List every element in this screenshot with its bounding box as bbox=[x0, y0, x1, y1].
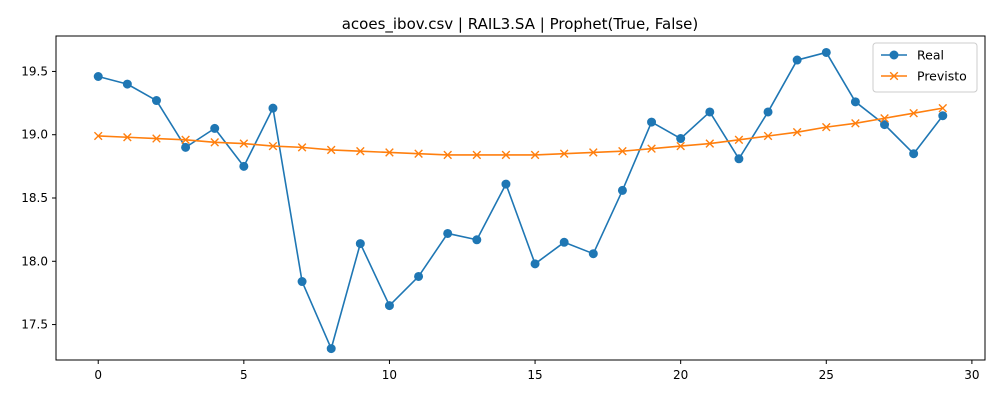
data-point bbox=[734, 154, 744, 164]
data-point bbox=[821, 122, 831, 132]
data-point bbox=[850, 97, 860, 107]
data-point bbox=[792, 55, 802, 65]
data-point bbox=[909, 149, 919, 159]
data-point bbox=[705, 139, 715, 148]
data-point bbox=[501, 150, 511, 160]
x-tick-label: 5 bbox=[240, 368, 248, 382]
x-tick-label: 25 bbox=[819, 368, 834, 382]
x-tick-label: 0 bbox=[94, 368, 102, 382]
data-point bbox=[356, 146, 365, 156]
data-point bbox=[880, 120, 890, 130]
y-tick-label: 18.0 bbox=[21, 254, 48, 268]
data-point bbox=[443, 150, 452, 160]
y-tick-label: 19.5 bbox=[21, 64, 48, 78]
data-point bbox=[763, 131, 773, 141]
plot-area bbox=[93, 47, 948, 354]
data-point bbox=[880, 113, 889, 123]
data-point bbox=[355, 239, 365, 249]
data-point bbox=[821, 47, 831, 57]
series-previsto bbox=[93, 103, 948, 160]
data-point bbox=[909, 108, 918, 118]
legend-marker-previsto bbox=[889, 71, 899, 81]
legend-label-previsto: Previsto bbox=[917, 69, 967, 84]
data-point bbox=[501, 179, 511, 189]
series-line-previsto bbox=[98, 107, 943, 156]
data-point bbox=[851, 119, 860, 128]
data-point bbox=[530, 150, 540, 160]
data-point bbox=[938, 111, 948, 121]
data-point bbox=[443, 228, 453, 238]
y-tick-label: 17.5 bbox=[21, 318, 48, 332]
data-point bbox=[588, 249, 598, 259]
data-point bbox=[181, 142, 191, 152]
data-point bbox=[559, 237, 569, 247]
data-point bbox=[384, 301, 394, 311]
data-point bbox=[181, 135, 190, 145]
data-point bbox=[122, 79, 132, 89]
data-point bbox=[210, 138, 220, 147]
data-point bbox=[210, 123, 220, 133]
data-point bbox=[734, 135, 744, 145]
data-point bbox=[268, 141, 278, 151]
x-tick-label: 15 bbox=[527, 368, 542, 382]
data-point bbox=[530, 259, 540, 269]
data-point bbox=[414, 271, 424, 281]
data-point bbox=[938, 103, 948, 113]
data-point bbox=[93, 131, 103, 141]
data-point bbox=[326, 145, 336, 155]
data-point bbox=[792, 127, 802, 137]
data-point bbox=[326, 344, 336, 354]
data-point bbox=[123, 132, 132, 142]
data-point bbox=[618, 146, 627, 156]
chart-title: acoes_ibov.csv | RAIL3.SA | Prophet(True… bbox=[342, 15, 699, 34]
data-point bbox=[268, 103, 278, 113]
data-point bbox=[676, 141, 685, 151]
series-line-real bbox=[98, 51, 944, 350]
data-point bbox=[647, 144, 656, 153]
x-tick-label: 10 bbox=[382, 368, 397, 382]
legend: Real Previsto bbox=[872, 42, 978, 93]
data-point bbox=[763, 107, 773, 117]
data-point bbox=[414, 149, 423, 158]
data-point bbox=[239, 139, 249, 148]
data-point bbox=[151, 96, 161, 106]
data-point bbox=[152, 134, 161, 143]
series-real bbox=[93, 47, 948, 354]
axes: 0 5 10 15 20 25 30 17.5 18.0 18.5 19.0 19.5 bbox=[21, 64, 979, 382]
data-point bbox=[589, 148, 598, 157]
data-point bbox=[617, 185, 627, 195]
data-point bbox=[239, 161, 249, 171]
data-point bbox=[385, 148, 394, 157]
legend-marker-real bbox=[889, 50, 899, 60]
data-point bbox=[472, 235, 482, 245]
x-tick-label: 20 bbox=[673, 368, 688, 382]
data-point bbox=[705, 107, 715, 117]
data-point bbox=[297, 143, 307, 152]
y-tick-label: 18.5 bbox=[21, 191, 48, 205]
data-point bbox=[647, 117, 657, 127]
data-point bbox=[472, 150, 482, 160]
data-point bbox=[559, 149, 569, 158]
data-point bbox=[93, 72, 103, 81]
x-tick-label: 30 bbox=[964, 368, 979, 382]
data-point bbox=[297, 277, 307, 287]
y-tick-label: 19.0 bbox=[21, 128, 48, 142]
data-point bbox=[676, 134, 686, 144]
legend-label-real: Real bbox=[917, 48, 944, 63]
